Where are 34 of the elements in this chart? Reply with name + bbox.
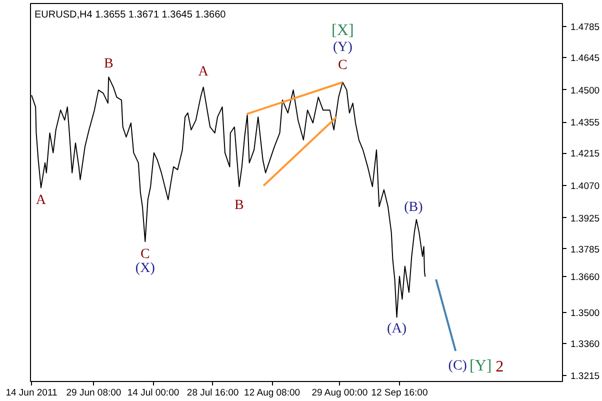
annotation: (A)	[387, 322, 407, 337]
y-tick-label: 1.4785	[570, 22, 600, 33]
annotation: (C)	[448, 358, 468, 374]
annotation: C	[338, 58, 348, 73]
y-tick-label: 1.3925	[570, 213, 600, 224]
x-tick-label: 14 Jun 2011	[6, 388, 58, 398]
annotation: [Y]	[470, 358, 492, 375]
annotation: [X]	[332, 22, 354, 39]
x-tick-label: 28 Jul 16:00	[186, 388, 239, 398]
annotation: B	[234, 198, 244, 214]
x-tick-label: 12 Sep 16:00	[371, 388, 428, 398]
annotation: A	[198, 64, 210, 80]
y-tick-label: 1.4215	[570, 148, 600, 160]
y-tick-label: 1.4645	[570, 53, 600, 64]
y-tick-label: 1.3660	[570, 272, 600, 284]
x-tick-label: 29 Jun 08:00	[66, 388, 122, 398]
annotation: C	[140, 247, 150, 262]
y-tick-label: 1.4070	[570, 180, 600, 192]
y-tick-label: 1.3360	[570, 338, 600, 350]
y-tick-label: 1.3500	[570, 308, 600, 319]
annotation: A	[36, 193, 47, 208]
x-tick-label: 12 Aug 08:00	[244, 388, 300, 398]
y-tick-label: 1.3215	[570, 371, 600, 382]
x-tick-label: 14 Jul 00:00	[127, 388, 180, 398]
x-tick-label: 29 Aug 00:00	[312, 388, 368, 398]
annotation: 2	[496, 358, 504, 376]
annotation: (Y)	[332, 40, 353, 55]
y-tick-label: 1.4355	[570, 118, 600, 129]
y-tick-label: 1.4500	[570, 85, 600, 96]
annotation: (B)	[404, 200, 424, 216]
text: EURUSD,H4 1.3655 1.3671 1.3645 1.3660	[34, 10, 226, 20]
y-tick-label: 1.3785	[570, 244, 600, 256]
annotation: (X)	[135, 261, 156, 276]
annotation: B	[104, 56, 114, 72]
